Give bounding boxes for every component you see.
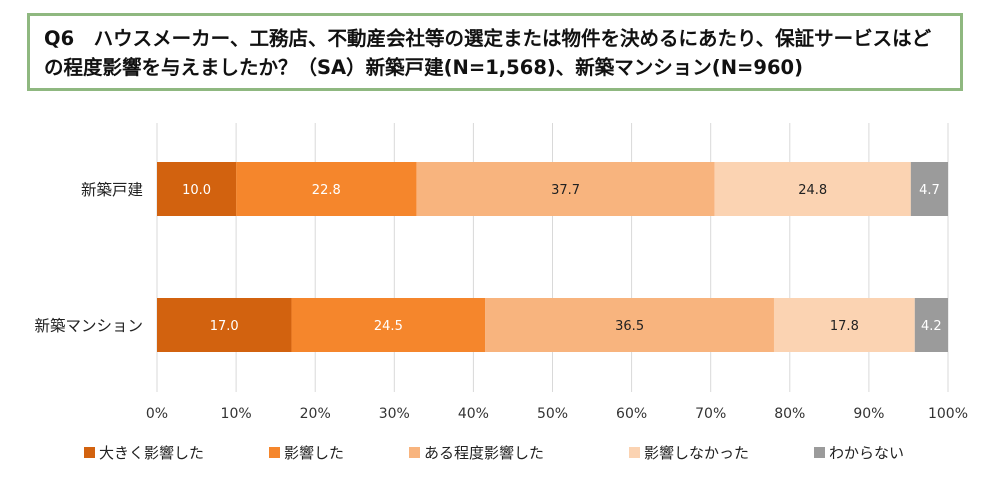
bar-segment [910, 162, 948, 216]
legend-label: 大きく影響した [99, 443, 205, 462]
legend-label: 影響しなかった [644, 443, 750, 462]
data-label: 24.8 [798, 183, 827, 198]
x-tick-label: 40% [458, 406, 489, 422]
data-label: 36.5 [615, 319, 644, 334]
legend-item: 大きく影響した [84, 442, 269, 463]
category-label: 新築マンション [34, 317, 143, 335]
legend-swatch [629, 446, 640, 458]
chart-title-box: Q6 ハウスメーカー、工務店、不動産会社等の選定または物件を決めるにあたり、保証… [27, 13, 963, 91]
legend-label: 影響した [284, 443, 345, 462]
data-label: 17.8 [830, 319, 859, 334]
bar-segment [485, 298, 774, 352]
legend-swatch [814, 446, 825, 458]
legend-item: 影響しなかった [629, 442, 814, 463]
x-tick-label: 50% [537, 406, 568, 422]
legend-swatch [269, 446, 280, 458]
x-tick-label: 70% [695, 406, 726, 422]
chart-title: Q6 ハウスメーカー、工務店、不動産会社等の選定または物件を決めるにあたり、保証… [44, 27, 932, 79]
x-tick-label: 80% [774, 406, 805, 422]
bar-segment [236, 162, 417, 216]
data-label: 10.0 [182, 183, 211, 198]
x-tick-label: 10% [221, 406, 252, 422]
legend-swatch [409, 446, 420, 458]
legend-label: わからない [829, 443, 905, 462]
legend-item: わからない [814, 442, 934, 463]
legend-item: 影響した [269, 442, 409, 463]
x-tick-label: 100% [928, 406, 968, 422]
x-tick-label: 60% [616, 406, 647, 422]
category-label: 新築戸建 [81, 181, 143, 199]
bar-segment [157, 298, 292, 352]
x-tick-label: 30% [379, 406, 410, 422]
data-label: 37.7 [551, 183, 580, 198]
legend-swatch [84, 446, 95, 458]
x-tick-label: 0% [146, 406, 168, 422]
data-label: 24.5 [374, 319, 403, 334]
bar-segment [714, 162, 911, 216]
x-tick-label: 90% [853, 406, 884, 422]
legend-label: ある程度影響した [424, 443, 545, 462]
chart-legend: 大きく影響した 影響した ある程度影響した 影響しなかった わからない [84, 440, 984, 464]
bar-segment [416, 162, 715, 216]
legend-item: ある程度影響した [409, 442, 629, 463]
data-label: 4.2 [921, 319, 942, 334]
bar-segment [773, 298, 915, 352]
x-tick-label: 20% [300, 406, 331, 422]
bar-segment [914, 298, 948, 352]
bar-segment [291, 298, 486, 352]
data-label: 4.7 [919, 183, 940, 198]
data-label: 22.8 [312, 183, 341, 198]
bar-segment [157, 162, 237, 216]
data-label: 17.0 [210, 319, 239, 334]
